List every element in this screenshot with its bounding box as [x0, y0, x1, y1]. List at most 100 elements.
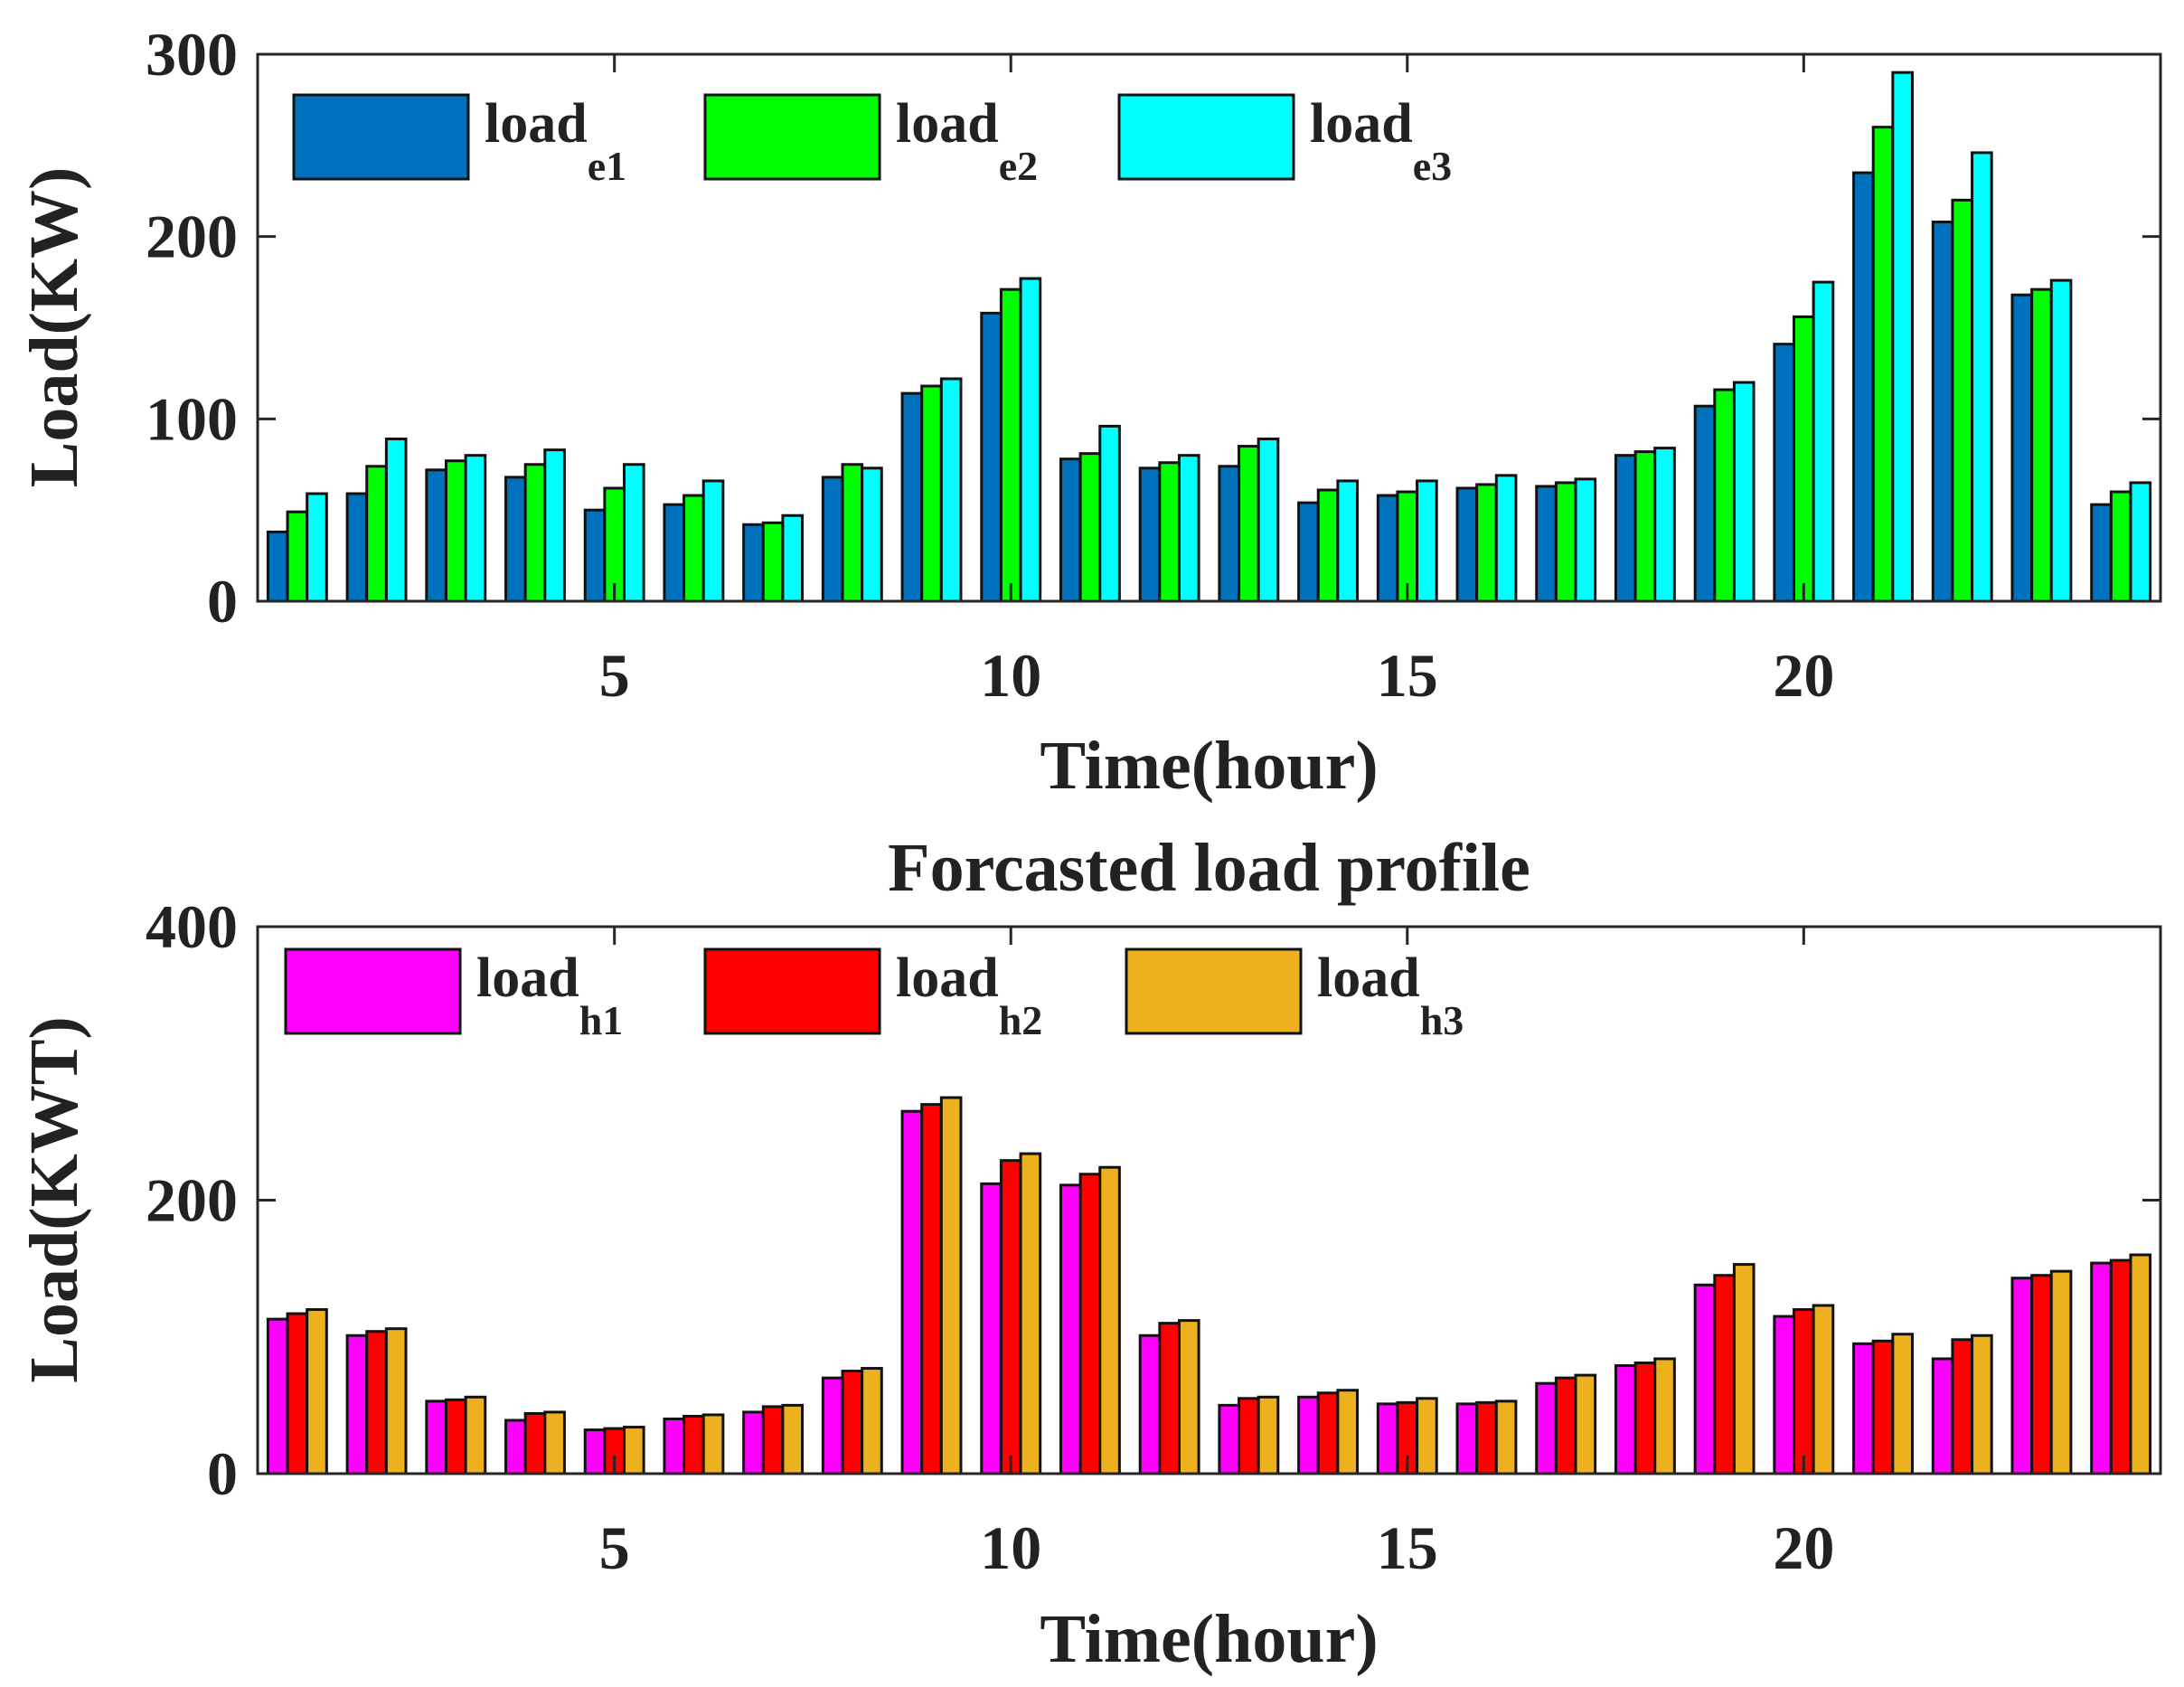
bar-load_e3-hour-18: [1653, 447, 1676, 603]
bar-load_e3-hour-2: [384, 438, 408, 603]
bar-load_e3-hour-10: [1019, 277, 1042, 603]
y-tick-label: 100: [146, 384, 238, 453]
bar-load_e1-hour-14: [1297, 501, 1320, 603]
legend-label: loade2: [896, 93, 1038, 189]
legend-item-load_h2: loadh2: [703, 947, 1042, 1043]
bar-load_e1-hour-9: [900, 391, 924, 603]
bar-load_h1-hour-4: [504, 1418, 527, 1475]
bar-load_e2-hour-11: [1078, 452, 1102, 603]
bar-load_h2-hour-9: [920, 1103, 943, 1475]
bar-load_e3-hour-3: [464, 454, 487, 603]
bar-load_e1-hour-19: [1693, 404, 1717, 603]
legend-item-load_e2: loade2: [703, 93, 1038, 189]
bar-load_h1-hour-13: [1218, 1403, 1241, 1475]
x-tick-label: 15: [1377, 1513, 1438, 1582]
bar-load_e3-hour-1: [306, 492, 328, 603]
y-axis-label: Load(KW): [16, 167, 92, 488]
bar-load_h3-hour-18: [1653, 1357, 1676, 1475]
legend-swatch: [703, 93, 881, 181]
bar-load_h1-hour-17: [1535, 1381, 1558, 1475]
y-tick-label: 0: [207, 1439, 238, 1508]
bar-load_e2-hour-14: [1316, 488, 1340, 603]
bar-load_e3-hour-12: [1177, 454, 1200, 603]
bar-load_e1-hour-6: [663, 503, 686, 603]
bar-load_h1-hour-1: [266, 1317, 289, 1475]
bar-load_e3-hour-19: [1732, 381, 1756, 603]
bar-load_h3-hour-8: [861, 1367, 883, 1475]
bar-load_e2-hour-8: [841, 463, 864, 603]
bar-load_e1-hour-24: [2090, 503, 2113, 603]
y-tick-label: 400: [146, 892, 238, 961]
bar-load_h3-hour-17: [1574, 1373, 1597, 1475]
x-tick-label: 10: [980, 1513, 1041, 1582]
bar-load_h2-hour-4: [523, 1411, 547, 1475]
bar-load_h3-hour-15: [1416, 1397, 1438, 1475]
bar-load_h3-hour-16: [1494, 1400, 1518, 1475]
bar-load_h3-hour-14: [1336, 1389, 1360, 1475]
bar-load_h3-hour-13: [1257, 1395, 1280, 1475]
bar-load_e2-hour-12: [1158, 461, 1181, 603]
bar-load_h2-hour-10: [999, 1159, 1022, 1475]
bar-load_e1-hour-15: [1376, 494, 1399, 603]
bar-load_e2-hour-23: [2030, 287, 2053, 603]
bar-load_h2-hour-12: [1158, 1322, 1181, 1475]
legend-swatch: [703, 947, 881, 1035]
bar-load_e2-hour-19: [1713, 388, 1736, 603]
bar-load_e3-hour-24: [2129, 481, 2152, 603]
legend: loade1 loade2 loade3: [292, 93, 1452, 189]
x-tick-label: 5: [599, 1513, 630, 1582]
series-load_h2: [286, 1103, 2132, 1475]
bar-load_e1-hour-12: [1138, 467, 1162, 603]
bar-load_e2-hour-9: [920, 384, 943, 603]
bar-load_h2-hour-8: [841, 1370, 864, 1475]
bar-load_h3-hour-5: [623, 1426, 645, 1475]
bar-load_e1-hour-1: [266, 530, 289, 603]
bar-load_h1-hour-10: [980, 1182, 1003, 1475]
y-tick-label: 200: [146, 1166, 238, 1235]
series-load_h1: [266, 1109, 2113, 1475]
x-tick-label: 5: [599, 641, 630, 710]
legend-item-load_h1: loadh1: [284, 947, 623, 1043]
bar-load_e2-hour-4: [523, 463, 547, 603]
x-tick-label: 20: [1773, 1513, 1834, 1582]
bar-load_h2-hour-13: [1238, 1397, 1260, 1475]
bar-load_h1-hour-18: [1614, 1364, 1637, 1475]
bar-load_e1-hour-16: [1455, 486, 1479, 603]
bar-load_e3-hour-4: [543, 448, 566, 603]
legend-swatch: [1125, 947, 1303, 1035]
bar-load_h2-hour-19: [1713, 1274, 1736, 1475]
legend-swatch: [292, 93, 470, 181]
bar-load_e2-hour-10: [999, 287, 1022, 603]
chart-panel-2: 0 200 400 5 10 15 20 Time(hour) Load(KWT) Forcast…: [16, 830, 2162, 1677]
bar-load_e3-hour-23: [2049, 278, 2073, 603]
bar-load_h1-hour-15: [1376, 1402, 1399, 1475]
bar-load_e3-hour-15: [1416, 479, 1438, 603]
y-tick-label: 300: [146, 20, 238, 89]
bar-load_h2-hour-6: [682, 1414, 705, 1475]
bar-load_e2-hour-20: [1793, 315, 1815, 603]
bar-load_e1-hour-22: [1931, 221, 1954, 603]
bar-load_h1-hour-6: [663, 1418, 686, 1475]
legend-swatch: [284, 947, 462, 1035]
bar-load_e3-hour-20: [1812, 280, 1835, 603]
bar-load_e1-hour-7: [742, 523, 765, 603]
bar-load_h1-hour-7: [742, 1410, 765, 1475]
bar-load_e2-hour-22: [1951, 198, 1974, 603]
legend: loadh1 loadh2 loadh3: [284, 947, 1464, 1043]
bar-load_h1-hour-19: [1693, 1283, 1717, 1475]
bar-load_e1-hour-23: [2010, 293, 2034, 603]
bar-load_h1-hour-9: [900, 1109, 924, 1475]
bar-load_h2-hour-22: [1951, 1338, 1974, 1475]
bar-load_e3-hour-17: [1574, 477, 1597, 603]
legend-label: loadh1: [476, 947, 623, 1043]
bar-load_e3-hour-6: [701, 479, 725, 603]
bar-load_e1-hour-2: [345, 492, 369, 603]
x-tick-label: 10: [980, 641, 1041, 710]
bar-load_h3-hour-7: [781, 1403, 805, 1475]
bar-load_h1-hour-24: [2090, 1261, 2113, 1475]
bar-load_e3-hour-21: [1891, 71, 1914, 603]
bar-load_h3-hour-12: [1177, 1319, 1200, 1475]
bar-load_h1-hour-12: [1138, 1334, 1162, 1475]
bar-load_e2-hour-13: [1238, 445, 1260, 603]
bar-load_e2-hour-24: [2109, 490, 2132, 603]
